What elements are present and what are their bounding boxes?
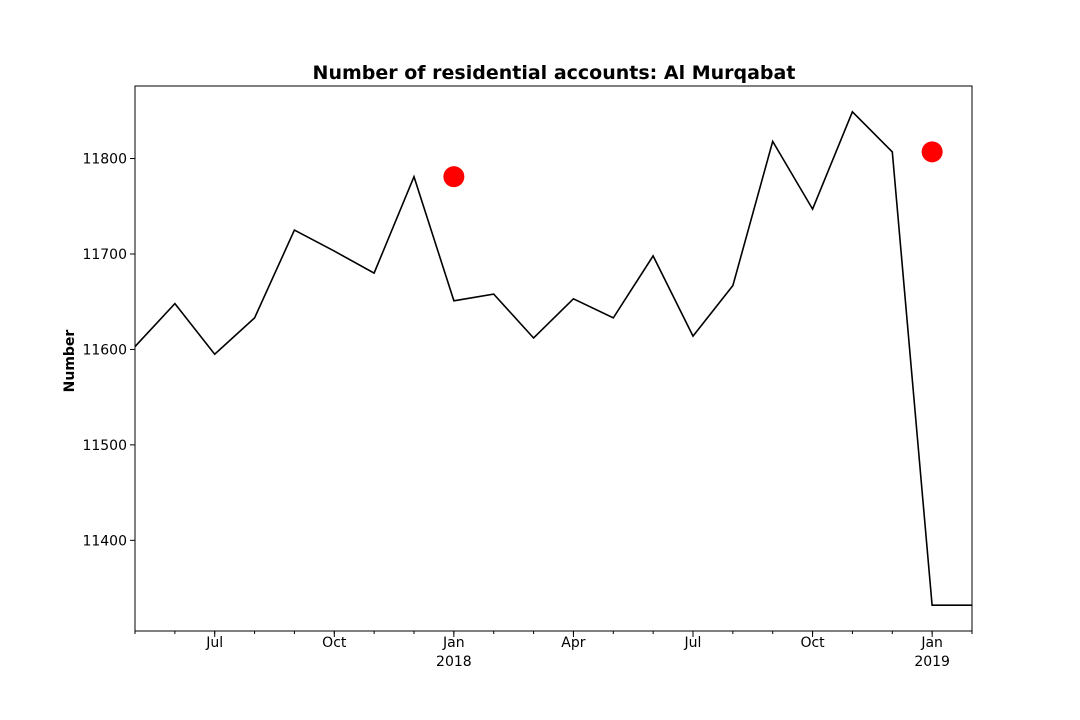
series-line bbox=[135, 110, 972, 607]
x-tick-label: Oct bbox=[800, 635, 825, 651]
x-tick-label: Jan bbox=[920, 635, 943, 651]
x-tick-label: Oct bbox=[322, 635, 347, 651]
y-axis-label: Number bbox=[62, 330, 78, 393]
x-tick-label: Jul bbox=[684, 635, 702, 651]
chart-title: Number of residential accounts: Al Murqa… bbox=[313, 62, 796, 84]
y-tick-label: 11700 bbox=[82, 247, 127, 263]
y-tick-label: 11500 bbox=[82, 438, 127, 454]
x-tick-label: Apr bbox=[561, 635, 585, 651]
axes-frame bbox=[134, 85, 973, 632]
y-tick-label: 11600 bbox=[82, 342, 127, 358]
y-tick-label: 11400 bbox=[82, 533, 127, 549]
y-tick-label: 11800 bbox=[82, 152, 127, 168]
highlight-point bbox=[921, 141, 943, 163]
x-tick-label: Jul bbox=[205, 635, 223, 651]
x-tick-year-label: 2018 bbox=[436, 654, 472, 670]
x-tick-year-label: 2019 bbox=[914, 654, 950, 670]
plot-area: 11400 11500 11600 11700 11800 Jul Oct Jan 2018 Ap… bbox=[82, 85, 973, 670]
x-tick-label: Jan bbox=[442, 635, 465, 651]
highlight-point bbox=[443, 166, 465, 188]
